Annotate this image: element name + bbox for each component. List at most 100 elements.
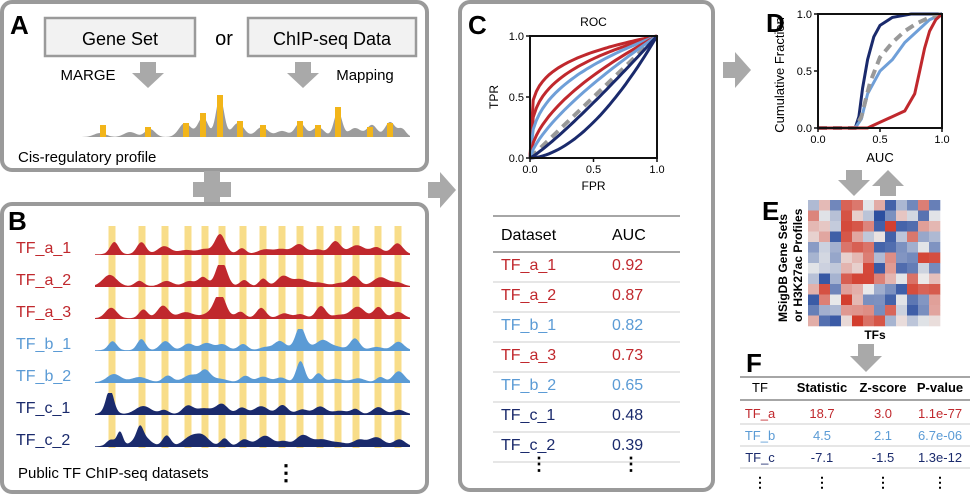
track-signal <box>95 265 410 287</box>
track-signal <box>95 329 410 351</box>
heatmap-cell <box>841 242 853 253</box>
heatmap-cell <box>863 252 875 264</box>
heatmap-cell <box>852 242 864 253</box>
heatmap-cell <box>863 284 875 295</box>
heatmap-cell <box>896 273 908 285</box>
track-signal <box>95 425 410 447</box>
highlight-stripe <box>201 226 209 448</box>
public-datasets-label: Public TF ChIP-seq datasets <box>18 465 209 482</box>
stats-cell: TF_c <box>745 450 775 465</box>
heatmap-cell <box>874 231 886 243</box>
heatmap-cell <box>830 242 842 253</box>
cdf-xtick-label: 0.0 <box>810 134 825 146</box>
arrow-to-f-icon <box>850 344 882 372</box>
profile-highlight-bar <box>145 127 151 137</box>
heatmap-cell <box>852 200 864 211</box>
heatmap-cell <box>863 221 875 232</box>
heatmap-cell <box>874 221 886 232</box>
stats-more: ⋮ <box>876 474 890 490</box>
roc-curve <box>528 34 658 159</box>
heatmap-cell <box>830 305 842 316</box>
heatmap-cell <box>808 231 820 243</box>
heatmap-cell <box>918 210 930 222</box>
down-arrow-icon <box>838 170 870 196</box>
heatmap-cell <box>841 210 853 222</box>
arrow-to-c-icon <box>428 172 456 208</box>
track-label: TF_b_1 <box>16 336 71 353</box>
track-signal <box>95 393 410 415</box>
heatmap-cell <box>918 263 930 274</box>
highlight-stripe <box>259 226 267 448</box>
mapping-arrow-icon <box>287 62 319 88</box>
heatmap-cell <box>885 221 897 232</box>
table-dataset-cell: TF_b_2 <box>501 377 556 394</box>
heatmap-cell <box>896 200 908 211</box>
profile-highlight-bar <box>100 125 106 137</box>
heatmap-cell <box>819 252 831 264</box>
heatmap-cell <box>918 252 930 264</box>
table-dataset-cell: TF_c_1 <box>501 407 555 424</box>
heatmap-cell <box>874 294 886 306</box>
stats-cell: -1.5 <box>872 450 894 465</box>
heatmap-cell <box>885 252 897 264</box>
stats-cell: TF_b <box>745 428 775 443</box>
heatmap-cell <box>830 210 842 222</box>
panel-b-more: ⋮ <box>275 460 297 485</box>
heatmap-cell <box>907 221 919 232</box>
heatmap-cell <box>808 263 820 274</box>
heatmap-cell <box>841 252 853 264</box>
heatmap-cell <box>929 210 941 222</box>
heatmap-cell <box>929 242 941 253</box>
profile-highlight-bar <box>183 123 189 137</box>
heatmap-cell <box>929 221 941 232</box>
table-auc-cell: 0.87 <box>612 287 643 304</box>
panel-a-letter: A <box>10 10 29 40</box>
heatmap-cell <box>896 210 908 222</box>
stats-cell: -7.1 <box>811 450 833 465</box>
heatmap-cell <box>808 284 820 295</box>
stats-header-cell: P-value <box>917 380 963 395</box>
stats-cell: 3.0 <box>874 406 892 421</box>
panel-d-letter: D <box>766 8 785 38</box>
table-header-dataset: Dataset <box>501 227 557 244</box>
heatmap-xlabel: TFs <box>864 328 886 342</box>
table-dataset-cell: TF_a_2 <box>501 287 556 304</box>
cdf-ytick-label: 0.0 <box>797 123 812 135</box>
track-label: TF_a_2 <box>16 272 71 289</box>
table-dataset-cell: TF_b_1 <box>501 317 556 334</box>
heatmap-cell <box>885 294 897 306</box>
heatmap-cell <box>819 200 831 211</box>
roc-curve <box>529 35 659 160</box>
panel-e: E MSigDB Gene Sets or H3K27ac Profiles T… <box>762 196 941 342</box>
heatmap-cell <box>874 315 886 327</box>
heatmap-cell <box>896 252 908 264</box>
heatmap-cell <box>852 315 864 327</box>
stats-cell: 1.3e-12 <box>918 450 962 465</box>
roc-ytick-label: 0.5 <box>509 92 524 104</box>
heatmap-cell <box>852 273 864 285</box>
heatmap-cell <box>874 210 886 222</box>
table-more-dataset: ⋮ <box>530 454 548 474</box>
track-label: TF_a_3 <box>16 304 71 321</box>
heatmap-cell <box>808 315 820 327</box>
heatmap-cell <box>863 315 875 327</box>
heatmap-cell <box>885 315 897 327</box>
stats-header-cell: Z-score <box>860 380 907 395</box>
stats-cell: 18.7 <box>809 406 834 421</box>
profile-highlight-bar <box>335 107 341 137</box>
heatmap-cell <box>874 263 886 274</box>
heatmap-cell <box>896 284 908 295</box>
heatmap-cell <box>863 200 875 211</box>
highlight-stripe <box>138 226 146 448</box>
tf-statistics-table: TF Statistic Z-score P-value TF_a 18.7 3.0 1.1e… <box>740 376 970 490</box>
heatmap-ylabel-line2: or H3K27ac Profiles <box>791 208 805 322</box>
heatmap-cell <box>907 284 919 295</box>
heatmap-cell <box>929 294 941 306</box>
heatmap-cell <box>929 305 941 316</box>
panel-d: D 0.0 0.5 1.0 0.0 0.5 1.0 AUC Cumulative Fracti… <box>766 8 950 165</box>
heatmap-cell <box>907 294 919 306</box>
profile-highlight-bar <box>315 125 321 137</box>
panel-e-letter: E <box>762 196 779 226</box>
heatmap-cell <box>819 210 831 222</box>
